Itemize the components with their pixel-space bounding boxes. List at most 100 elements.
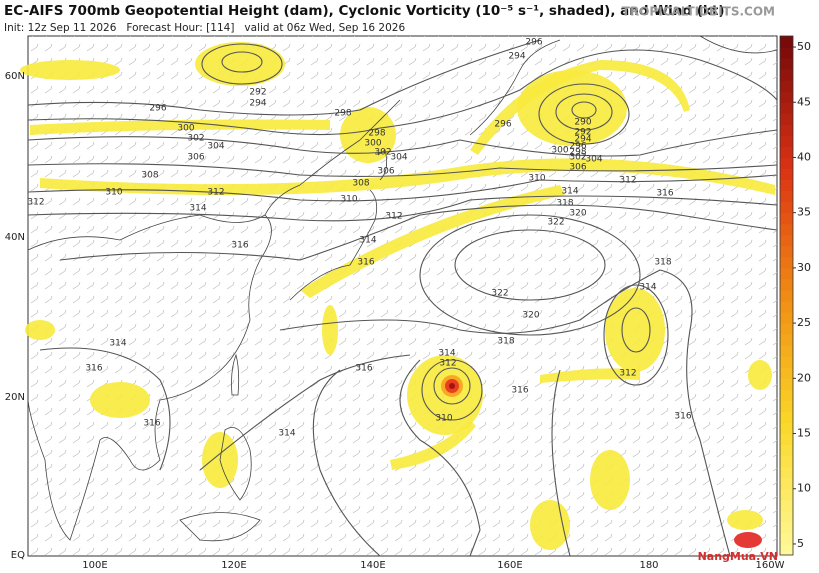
colorbar-step xyxy=(780,433,793,446)
contour-label: 300 xyxy=(364,139,381,149)
colorbar-step xyxy=(780,245,793,258)
contour-label: 322 xyxy=(491,289,508,299)
contour-label: 312 xyxy=(27,198,44,208)
lat-label: 60N xyxy=(5,71,25,82)
contour-label: 300 xyxy=(177,124,194,134)
colorbar-step xyxy=(780,168,793,181)
colorbar-step xyxy=(780,58,793,70)
contour-label: 310 xyxy=(105,188,122,198)
watermark-text: NangMua.VN xyxy=(698,550,778,563)
contour-label: 308 xyxy=(352,179,369,189)
contour-label: 290 xyxy=(574,118,591,128)
colorbar: 5 10 15 20 25 30 35 40 45 50 xyxy=(779,35,811,556)
contour-label: 294 xyxy=(249,99,266,109)
colorbar-step xyxy=(780,422,793,435)
contour-label: 312 xyxy=(385,212,402,222)
colorbar-tick-label: 50 xyxy=(797,40,811,53)
colorbar-step xyxy=(780,256,793,269)
contour-label: 296 xyxy=(569,142,586,152)
colorbar-step xyxy=(780,521,793,534)
contour-label: 316 xyxy=(656,189,673,199)
lat-label: 20N xyxy=(5,392,25,403)
title: EC-AIFS 700mb Geopotential Height (dam),… xyxy=(4,3,725,19)
contour-label: 316 xyxy=(511,386,528,396)
contour-label: 312 xyxy=(619,176,636,186)
contour-label: 310 xyxy=(528,174,545,184)
colorbar-step xyxy=(780,466,793,479)
colorbar-step xyxy=(780,389,793,401)
colorbar-step xyxy=(780,146,793,158)
contour-label: 310 xyxy=(340,195,357,205)
colorbar-step xyxy=(780,356,793,368)
colorbar-step xyxy=(780,157,793,170)
colorbar-step xyxy=(780,179,793,192)
colorbar-step xyxy=(780,69,793,81)
contour-label: 306 xyxy=(569,163,586,173)
contour-label: 312 xyxy=(207,188,224,198)
colorbar-frame xyxy=(779,35,794,556)
contour-label: 292 xyxy=(574,128,591,138)
colorbar-step xyxy=(780,278,793,291)
contour-label: 294 xyxy=(508,52,525,62)
colorbar-step xyxy=(780,36,793,48)
contour-label: 302 xyxy=(187,134,204,144)
contour-label: 316 xyxy=(85,364,102,374)
contour-label: 302 xyxy=(569,153,586,163)
contour-label: 296 xyxy=(525,38,542,48)
colorbar-tick-label: 15 xyxy=(797,427,811,440)
colorbar-step xyxy=(780,411,793,423)
colorbar-step xyxy=(780,80,793,92)
contour-label: 314 xyxy=(438,349,455,359)
contour-label: 316 xyxy=(355,364,372,374)
colorbar-step xyxy=(780,212,793,225)
watermark: NangMua.VN xyxy=(698,532,778,563)
contour-label: 294 xyxy=(574,135,591,145)
colorbar-tick-label: 35 xyxy=(797,206,811,219)
lon-label: 140E xyxy=(360,560,385,571)
contour-label: 314 xyxy=(359,236,376,246)
height-contours xyxy=(27,39,778,557)
contour-label: 298 xyxy=(368,129,385,139)
contour-label: 292 xyxy=(249,88,266,98)
colorbar-tick-label: 5 xyxy=(797,537,804,550)
brand: TROPICALTIDBITS.COM xyxy=(622,5,775,19)
contour-label: 314 xyxy=(109,339,126,349)
colorbar-step xyxy=(780,499,793,512)
colorbar-tick-label: 20 xyxy=(797,371,811,384)
typhoon-core xyxy=(441,375,463,397)
contour-label: 314 xyxy=(189,204,206,214)
colorbar-tick-label: 10 xyxy=(797,482,811,495)
colorbar-step xyxy=(780,223,793,236)
contour-label: 298 xyxy=(334,109,351,119)
colorbar-step xyxy=(780,378,793,390)
subtitle: Init: 12z Sep 11 2026 Forecast Hour: [11… xyxy=(4,22,405,34)
colorbar-step xyxy=(780,267,793,280)
colorbar-step xyxy=(780,532,793,545)
contour-label: 304 xyxy=(207,142,224,152)
colorbar-tick-label: 40 xyxy=(797,150,811,163)
colorbar-step xyxy=(780,113,793,125)
contour-label: 306 xyxy=(377,167,394,177)
colorbar-tick-label: 25 xyxy=(797,316,811,329)
colorbar-step xyxy=(780,510,793,523)
colorbar-step xyxy=(780,323,793,335)
contour-label: 298 xyxy=(569,148,586,158)
colorbar-step xyxy=(780,289,793,302)
wind-barbs xyxy=(28,36,777,556)
contour-label: 304 xyxy=(390,153,407,163)
colorbar-step xyxy=(780,312,793,324)
colorbar-step xyxy=(780,543,793,556)
colorbar-step xyxy=(780,400,793,412)
colorbar-step xyxy=(780,234,793,247)
contour-label: 312 xyxy=(439,359,456,369)
colorbar-step xyxy=(780,334,793,346)
lon-label: 160E xyxy=(497,560,522,571)
contour-label: 318 xyxy=(497,337,514,347)
contour-label: 316 xyxy=(357,258,374,268)
colorbar-step xyxy=(780,47,793,59)
colorbar-step xyxy=(780,124,793,136)
contour-label: 318 xyxy=(654,258,671,268)
